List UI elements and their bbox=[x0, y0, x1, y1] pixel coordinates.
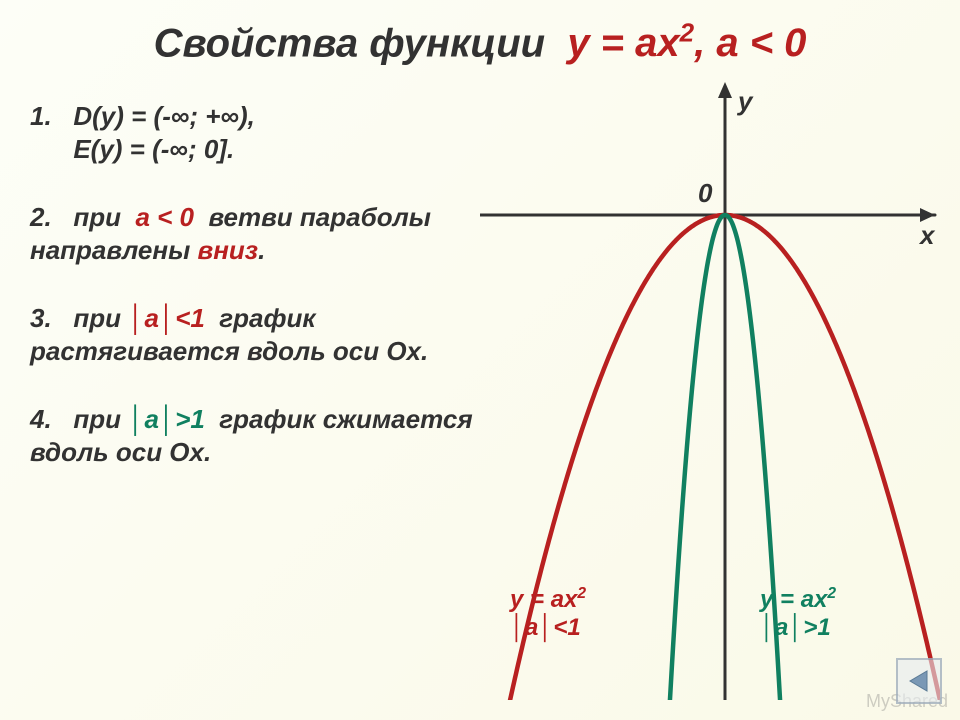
title-formula: y = ax2, a < 0 bbox=[567, 21, 806, 65]
prop-2: 2. при a < 0 ветви параболы направлены в… bbox=[30, 201, 500, 266]
slide-title: Свойства функции y = ax2, a < 0 bbox=[0, 18, 960, 66]
axis-label-x: x bbox=[920, 220, 934, 251]
nav-back-button[interactable] bbox=[896, 658, 942, 704]
axis-label-y: y bbox=[738, 86, 752, 117]
back-triangle-icon bbox=[905, 667, 933, 695]
properties-list: 1. D(y) = (-∞; +∞), E(y) = (-∞; 0]. 2. п… bbox=[30, 100, 500, 504]
parabola-chart: y x 0 y = ax2│a│<1 y = ax2│a│>1 bbox=[480, 80, 940, 700]
title-text: Свойства функции bbox=[154, 21, 546, 65]
curve-label-wide: y = ax2│a│<1 bbox=[510, 585, 586, 641]
curve-label-narrow: y = ax2│a│>1 bbox=[760, 585, 836, 641]
axis-label-zero: 0 bbox=[698, 178, 712, 209]
prop-4: 4. при │a│>1 график сжимается вдоль оси … bbox=[30, 403, 500, 468]
prop-3: 3. при │a│<1 график растягивается вдоль … bbox=[30, 302, 500, 367]
prop-1: 1. D(y) = (-∞; +∞), E(y) = (-∞; 0]. bbox=[30, 100, 500, 165]
